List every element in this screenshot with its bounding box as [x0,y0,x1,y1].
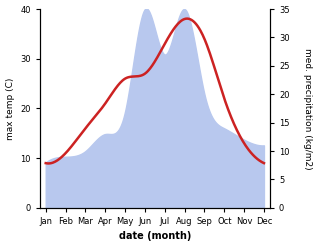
Y-axis label: max temp (C): max temp (C) [5,77,15,140]
Y-axis label: med. precipitation (kg/m2): med. precipitation (kg/m2) [303,48,313,169]
X-axis label: date (month): date (month) [119,231,191,242]
